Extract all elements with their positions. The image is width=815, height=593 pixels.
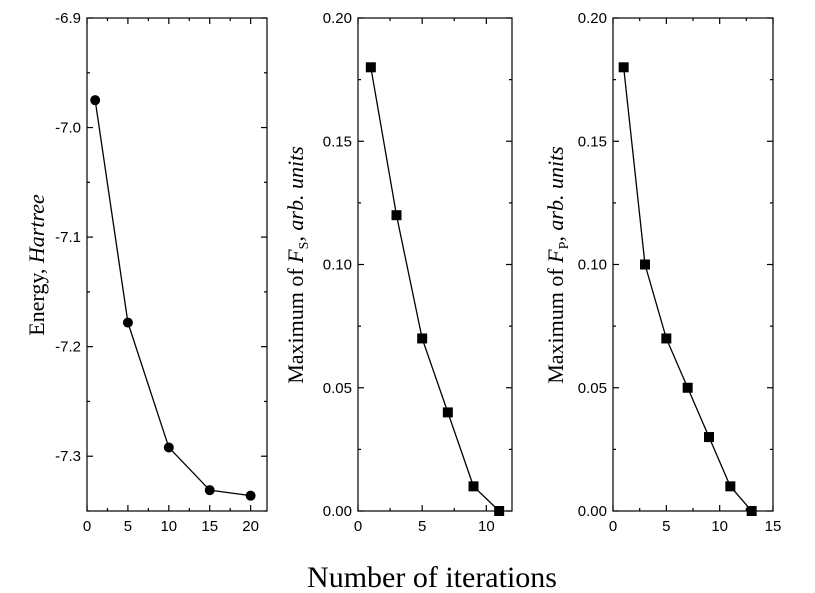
y-tick-label: 0.05	[323, 380, 352, 397]
fs-panel: 0 5 10 0.00 0.05 0.10 0.15 0.20 Maximum of FS, a…	[283, 10, 513, 535]
y-axis-label-var: F	[283, 249, 308, 264]
data-point	[391, 210, 402, 221]
y-tick-label: 0.20	[578, 10, 607, 27]
data-point	[682, 382, 693, 393]
data-point	[417, 333, 428, 344]
data-point	[442, 407, 453, 418]
y-axis-label-italic: , arb. units	[283, 146, 308, 241]
x-tick-label: 10	[478, 518, 495, 535]
series-line	[623, 67, 753, 512]
energy-panel: 0 5 10 15 20 -6.9 -7.0 -7.1 -7.2 -7.3 Energy, Hart…	[24, 10, 268, 535]
plot-frame	[612, 17, 774, 512]
y-tick-label: 0.15	[578, 133, 607, 150]
data-point	[661, 333, 672, 344]
y-tick-label: -6.9	[55, 10, 81, 27]
y-tick-label: -7.2	[55, 339, 81, 356]
data-point	[640, 259, 650, 270]
fp-panel: 0 5 10 15 0.00 0.05 0.10 0.15 0.20 Maximum of FP,…	[543, 10, 781, 535]
plot-frame	[86, 17, 268, 512]
y-tick-label: -7.3	[55, 448, 81, 465]
y-axis-label-main: Energy,	[24, 263, 49, 336]
data-point	[365, 62, 376, 73]
y-axis-label-main: Maximum of	[543, 263, 568, 384]
x-tick-label: 15	[201, 518, 218, 535]
series-line	[94, 100, 251, 497]
y-tick-label: 0.00	[323, 503, 352, 520]
x-tick-label: 5	[418, 518, 426, 535]
x-tick-label: 5	[662, 518, 670, 535]
x-tick-label: 10	[160, 518, 177, 535]
data-point	[725, 481, 736, 492]
x-tick-label: 15	[765, 518, 782, 535]
x-tick-label: 5	[124, 518, 132, 535]
x-axis-label: Number of iterations	[307, 561, 557, 593]
y-axis-label: Maximum of FS, arb. units	[283, 146, 312, 384]
y-tick-label: -7.1	[55, 229, 81, 246]
y-tick-label: 0.10	[323, 257, 352, 274]
y-axis-label-sub: S	[297, 242, 312, 250]
data-point	[245, 490, 256, 501]
y-axis-label-sub: P	[557, 241, 572, 249]
series-line	[370, 67, 500, 512]
data-point	[204, 485, 215, 496]
y-tick-label: 0.05	[578, 380, 607, 397]
data-point	[618, 62, 629, 73]
x-tick-label: 0	[609, 518, 617, 535]
data-point	[163, 442, 174, 453]
y-axis-label-italic: Hartree	[24, 194, 49, 264]
y-axis-label-italic: , arb. units	[543, 146, 568, 241]
data-point	[122, 317, 133, 328]
x-tick-label: 20	[242, 518, 259, 535]
y-tick-label: 0.00	[578, 503, 607, 520]
y-axis-label-main: Maximum of	[283, 263, 308, 384]
data-point	[468, 481, 479, 492]
data-point	[90, 95, 101, 106]
y-tick-label: 0.15	[323, 133, 352, 150]
data-point	[494, 506, 505, 516]
x-tick-label: 0	[354, 518, 362, 535]
y-tick-label: 0.20	[323, 10, 352, 27]
y-tick-label: -7.0	[55, 120, 81, 137]
plot-frame	[357, 17, 513, 512]
y-tick-label: 0.10	[578, 257, 607, 274]
x-tick-label: 0	[83, 518, 91, 535]
y-axis-label: Energy, Hartree	[24, 194, 49, 336]
x-tick-label: 10	[711, 518, 728, 535]
y-axis-label: Maximum of FP, arb. units	[543, 146, 572, 384]
data-point	[704, 432, 714, 443]
y-axis-label-var: F	[543, 249, 568, 264]
data-point	[746, 506, 757, 516]
